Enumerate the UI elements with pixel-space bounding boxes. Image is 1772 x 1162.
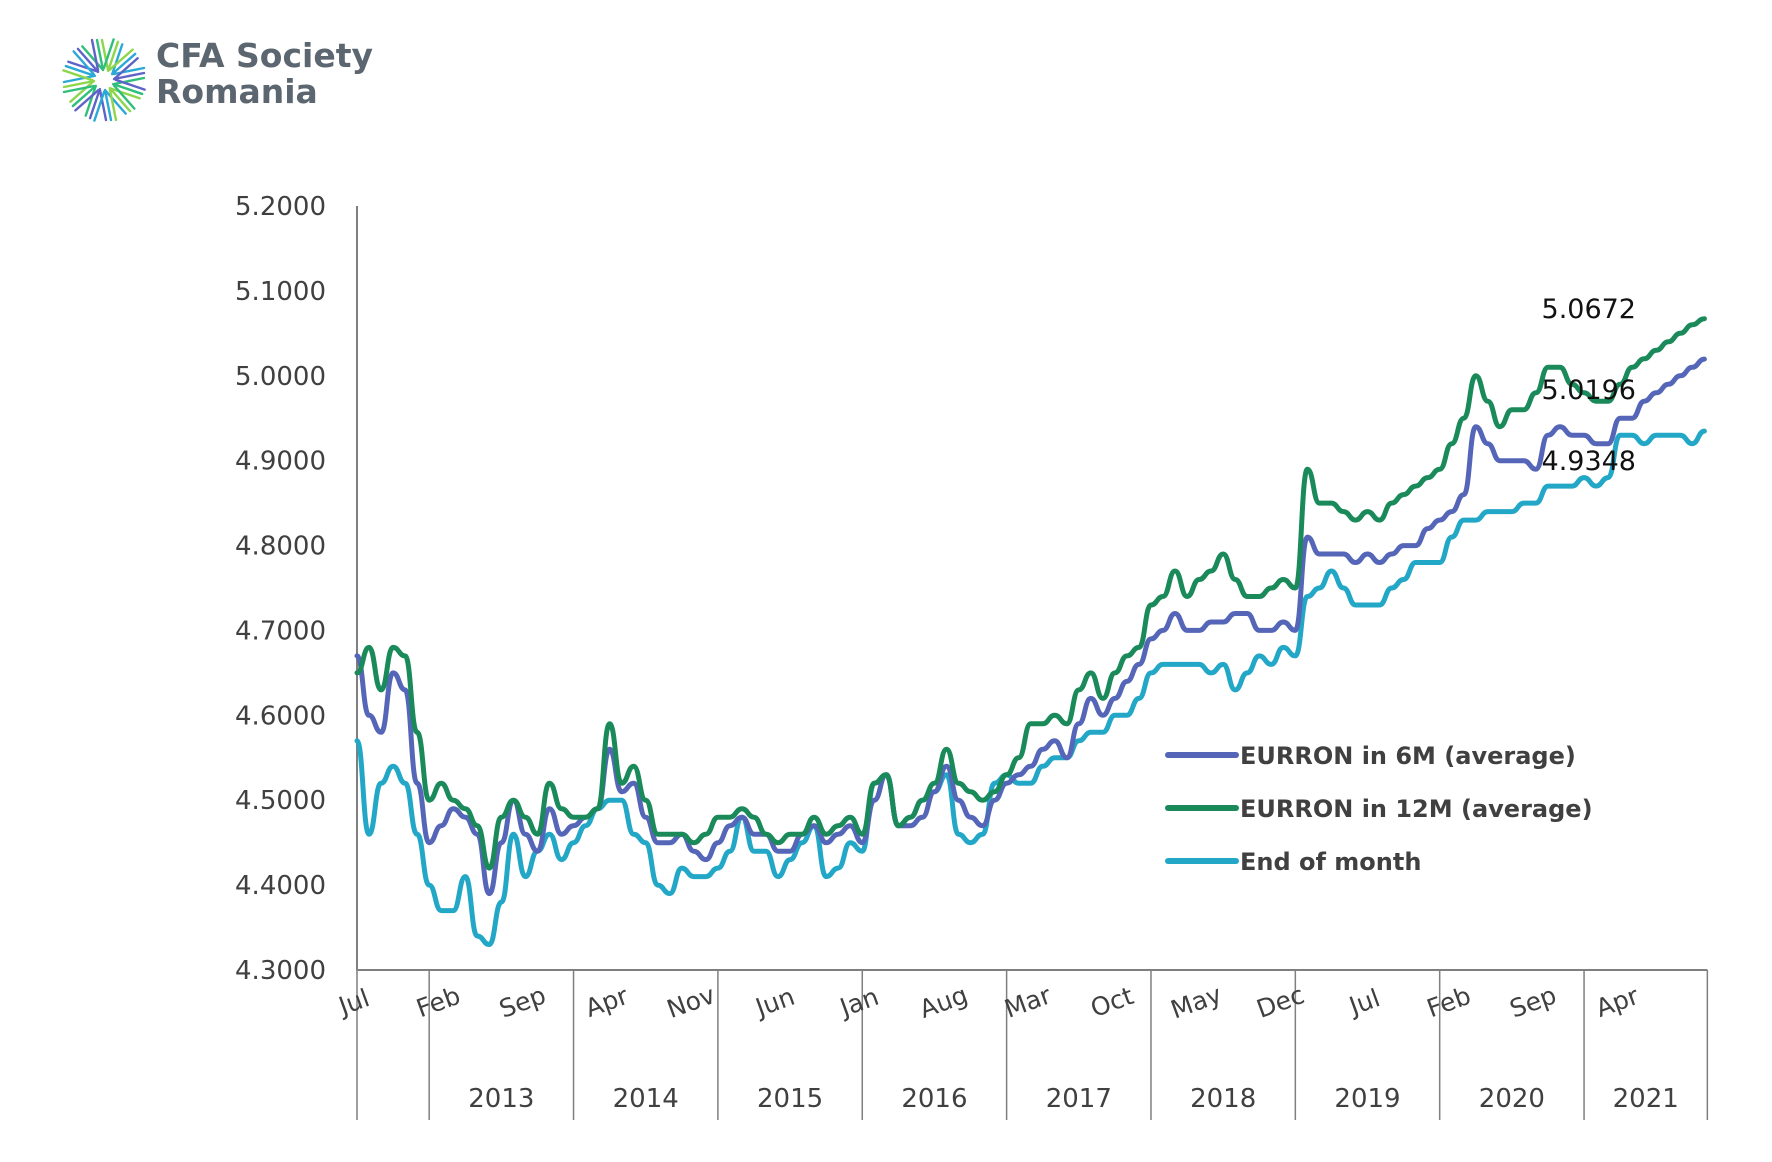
- end-value-label: 4.9348: [1542, 446, 1636, 477]
- x-month-tick-label: Jun: [750, 982, 799, 1023]
- logo-petal-icon: [62, 60, 99, 82]
- y-tick-label: 4.6000: [235, 701, 326, 731]
- logo-petal-icon: [84, 85, 106, 122]
- logo-petal-icon: [72, 45, 104, 76]
- x-month-tick-label: Jul: [333, 983, 373, 1021]
- logo-petal-icon: [112, 66, 146, 86]
- legend-entry: End of month: [1240, 848, 1421, 876]
- x-axis-labels: Jul Feb Sep Apr Nov Jun Jan Aug Mar Oct May Dec Jul F…: [333, 970, 1709, 1120]
- logo-petal-icon: [69, 80, 100, 112]
- x-year-label: 2016: [901, 1084, 967, 1114]
- y-tick-label: 4.8000: [235, 532, 326, 562]
- x-month-tick-label: Sep: [1506, 980, 1560, 1023]
- logo-petal-icon: [102, 38, 124, 75]
- x-year-label: 2021: [1613, 1084, 1679, 1114]
- end-value-labels: 5.0672 5.0196 4.9348: [1542, 294, 1636, 477]
- x-year-label: 2013: [468, 1084, 534, 1114]
- y-tick-label: 4.4000: [235, 871, 326, 901]
- x-year-label: 2018: [1190, 1084, 1256, 1114]
- x-year-label: 2015: [757, 1084, 823, 1114]
- y-tick-label: 4.7000: [235, 616, 326, 646]
- logo-text: CFA Society Romania: [156, 38, 373, 110]
- y-tick-label: 5.0000: [235, 362, 326, 392]
- legend-entry: EURRON in 6M (average): [1240, 742, 1576, 770]
- x-year-label: 2017: [1046, 1084, 1112, 1114]
- x-month-tick-label: Apr: [581, 981, 632, 1023]
- logo-petal-icon: [104, 84, 136, 115]
- x-month-tick-label: Feb: [413, 981, 465, 1023]
- y-tick-label: 4.3000: [235, 956, 326, 986]
- cfa-society-logo: [62, 38, 146, 122]
- series-line-2: [354, 428, 1707, 947]
- x-month-tick-label: Oct: [1087, 981, 1138, 1023]
- y-tick-label: 4.9000: [235, 447, 326, 477]
- x-month-tick-label: Mar: [1001, 980, 1056, 1024]
- series-lines: [354, 316, 1707, 947]
- x-month-tick-label: Sep: [495, 980, 549, 1023]
- x-month-tick-label: Aug: [916, 980, 972, 1024]
- legend: EURRON in 6M (average) EURRON in 12M (ave…: [1165, 742, 1593, 876]
- logo-petal-icon: [108, 48, 139, 80]
- logo-petal-icon: [90, 38, 110, 72]
- x-year-label: 2020: [1479, 1084, 1545, 1114]
- series-line-1: [354, 316, 1707, 871]
- x-month-tick-label: Nov: [663, 980, 719, 1024]
- logo-petal-icon: [109, 78, 146, 100]
- legend-entry: EURRON in 12M (average): [1240, 795, 1593, 823]
- x-month-tick-label: May: [1167, 979, 1226, 1024]
- x-month-tick-label: Feb: [1423, 981, 1475, 1023]
- series-line-0: [354, 356, 1707, 897]
- end-value-label: 5.0196: [1542, 375, 1636, 406]
- x-month-tick-label: Jul: [1344, 983, 1384, 1021]
- y-tick-label: 5.2000: [235, 192, 326, 222]
- x-year-label: 2019: [1334, 1084, 1400, 1114]
- x-month-tick-label: Jan: [834, 982, 882, 1023]
- logo-petal-icon: [62, 74, 96, 94]
- y-tick-label: 5.1000: [235, 277, 326, 307]
- y-axis-tick-labels: 4.3000 4.4000 4.5000 4.6000 4.7000 4.8000 4.90…: [235, 192, 326, 986]
- cfa-logo-mark-icon: [62, 38, 146, 122]
- x-month-tick-label: Dec: [1253, 980, 1308, 1024]
- logo-petal-icon: [98, 88, 118, 122]
- logo-line-1: CFA Society: [156, 36, 373, 75]
- logo-line-2: Romania: [156, 72, 318, 111]
- x-year-label: 2014: [613, 1084, 679, 1114]
- y-tick-label: 4.5000: [235, 786, 326, 816]
- x-month-tick-label: Apr: [1592, 981, 1643, 1023]
- end-value-label: 5.0672: [1542, 294, 1636, 325]
- chart-axes: [356, 206, 1708, 971]
